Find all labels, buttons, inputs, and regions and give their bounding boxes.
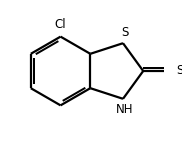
Text: S: S <box>176 64 182 78</box>
Text: NH: NH <box>116 103 133 116</box>
Text: S: S <box>121 26 128 39</box>
Text: Cl: Cl <box>55 18 66 31</box>
